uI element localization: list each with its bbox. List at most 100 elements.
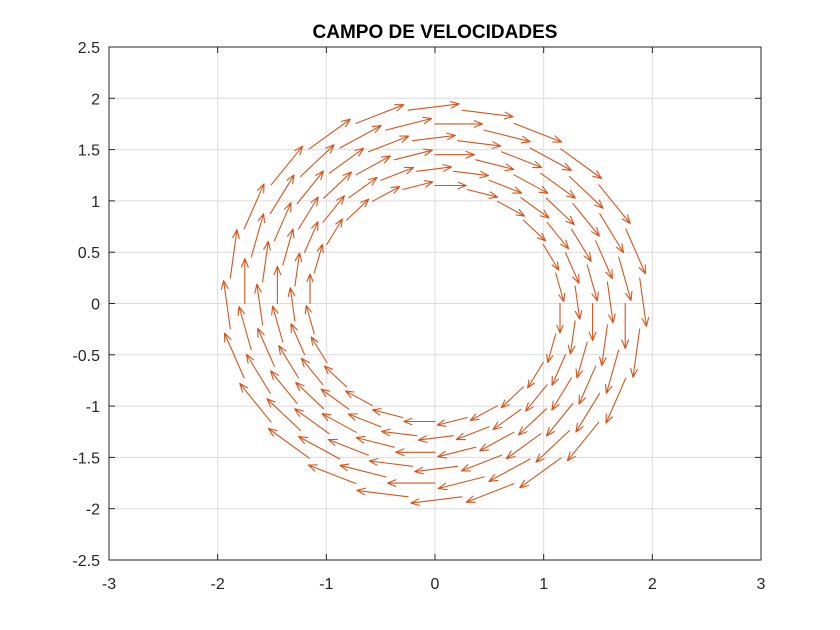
velocity-arrow xyxy=(414,465,459,475)
x-tick-label: 2 xyxy=(648,576,657,593)
velocity-arrow xyxy=(306,273,314,305)
velocity-arrow xyxy=(551,377,573,411)
velocity-arrow xyxy=(266,398,302,432)
velocity-arrow xyxy=(320,388,350,410)
velocity-arrow xyxy=(567,320,576,355)
velocity-arrow xyxy=(307,464,357,485)
velocity-arrow xyxy=(416,164,453,172)
y-tick-label: 2 xyxy=(91,91,100,108)
velocity-arrow xyxy=(475,159,515,172)
velocity-arrow xyxy=(355,104,405,124)
velocity-arrow xyxy=(297,196,319,230)
velocity-arrow xyxy=(262,240,271,283)
velocity-arrow xyxy=(245,353,271,394)
velocity-arrow xyxy=(639,277,650,327)
velocity-arrow xyxy=(527,361,544,389)
velocity-arrow xyxy=(296,170,325,205)
velocity-arrow xyxy=(267,427,310,459)
velocity-arrow xyxy=(434,120,484,128)
x-tick-labels: -3 -2 -1 0 1 2 3 xyxy=(102,576,766,593)
velocity-vectors xyxy=(220,101,650,506)
velocity-arrow xyxy=(367,135,410,153)
x-tick-label: 0 xyxy=(431,576,440,593)
velocity-arrow xyxy=(513,174,549,194)
velocity-arrow xyxy=(299,144,335,178)
y-tick-label: -2 xyxy=(86,502,100,519)
velocity-arrow xyxy=(346,198,370,221)
velocity-arrow xyxy=(270,145,304,186)
x-tick-label: -1 xyxy=(319,576,333,593)
velocity-arrow xyxy=(322,195,345,223)
velocity-arrow xyxy=(326,218,343,246)
velocity-arrow xyxy=(269,174,295,215)
velocity-arrow xyxy=(303,221,319,254)
x-tick-label: -3 xyxy=(102,576,116,593)
velocity-arrow xyxy=(570,228,592,262)
velocity-arrow xyxy=(240,258,249,305)
velocity-arrow xyxy=(348,176,378,199)
velocity-arrow xyxy=(310,336,328,364)
velocity-arrow xyxy=(535,429,571,463)
velocity-arrow xyxy=(237,306,252,351)
y-tick-label: 2.5 xyxy=(78,40,100,57)
velocity-arrow xyxy=(328,147,365,174)
velocity-arrow xyxy=(588,302,597,342)
velocity-arrow xyxy=(586,264,599,302)
velocity-arrow xyxy=(282,228,295,266)
y-tick-label: 1 xyxy=(91,194,100,211)
velocity-arrow xyxy=(483,129,531,144)
velocity-arrow xyxy=(339,125,382,149)
velocity-arrow xyxy=(229,229,240,279)
velocity-arrow xyxy=(287,287,296,322)
velocity-arrow xyxy=(500,386,524,409)
velocity-arrow xyxy=(578,365,597,405)
velocity-arrow xyxy=(455,426,490,441)
velocity-arrow xyxy=(417,435,454,443)
velocity-arrow xyxy=(566,421,600,462)
velocity-arrow xyxy=(220,280,231,330)
velocity-arrow xyxy=(545,197,575,226)
velocity-arrow xyxy=(411,132,456,142)
velocity-arrow xyxy=(321,413,357,433)
velocity-arrow xyxy=(519,457,562,489)
velocity-arrow xyxy=(599,324,608,367)
velocity-arrow xyxy=(393,148,433,161)
velocity-arrow xyxy=(545,402,574,437)
velocity-arrow xyxy=(625,228,647,275)
velocity-arrow xyxy=(308,118,351,150)
velocity-arrow xyxy=(488,179,523,194)
y-tick-labels: 2.5 2 1.5 1 0.5 0 -0.5 -1 -1.5 -2 -2.5 xyxy=(72,40,100,570)
velocity-arrow xyxy=(568,175,604,209)
y-tick-label: -1 xyxy=(86,399,100,416)
velocity-arrow xyxy=(542,243,560,271)
velocity-arrow xyxy=(294,252,303,287)
velocity-arrow xyxy=(290,323,306,356)
velocity-arrow xyxy=(371,186,401,202)
velocity-arrow xyxy=(407,101,460,111)
velocity-arrow xyxy=(572,203,600,237)
velocity-arrow xyxy=(621,302,630,349)
velocity-arrow xyxy=(437,446,477,459)
velocity-arrow xyxy=(271,305,284,343)
velocity-arrow xyxy=(254,283,264,326)
velocity-arrow xyxy=(551,353,567,386)
velocity-arrow xyxy=(323,171,352,199)
velocity-arrow xyxy=(344,390,374,407)
velocity-arrow xyxy=(355,435,395,448)
velocity-arrow xyxy=(479,431,515,452)
velocity-arrow xyxy=(575,392,601,433)
velocity-arrow xyxy=(606,281,616,324)
velocity-arrow xyxy=(518,408,547,436)
grid xyxy=(109,47,761,560)
velocity-arrow xyxy=(525,384,548,412)
velocity-arrow xyxy=(437,476,485,491)
velocity-arrow xyxy=(402,180,434,191)
velocity-arrow xyxy=(500,151,543,169)
velocity-arrow xyxy=(598,184,631,225)
axes-box xyxy=(108,46,762,561)
velocity-arrow xyxy=(323,365,348,388)
x-tick-label: 1 xyxy=(539,576,548,593)
velocity-arrow xyxy=(355,155,391,176)
velocity-arrow xyxy=(560,148,603,180)
